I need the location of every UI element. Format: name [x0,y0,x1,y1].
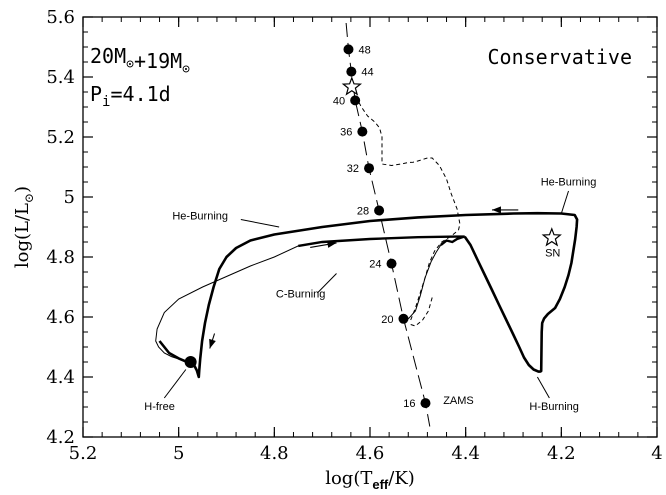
zams-mass-label: 24 [369,259,381,271]
zams-mass-label: 20 [381,314,393,326]
zams-mass-label: 28 [357,206,369,218]
sn-star [541,227,562,247]
x-tick-label: 4.2 [547,443,576,464]
zams-mass-label: 16 [403,398,415,410]
zams-mass-label: 36 [340,127,352,139]
zams-mass-label: 32 [347,163,359,175]
h-free-dot [184,356,197,368]
header-period: Pi=4.1d [90,82,171,110]
zams-point [357,126,368,137]
y-tick-label: 4.8 [46,247,75,268]
y-tick-label: 5 [64,187,75,208]
zams-point [386,258,397,269]
y-tick-label: 4.2 [46,427,75,448]
x-tick-label: 5.2 [69,443,98,464]
annot-sn: SN [545,247,560,259]
zams-point [420,398,431,409]
primary-track [158,211,579,379]
zams-point [350,95,361,106]
top-star [341,76,363,96]
header-masses: 20M⊙+19M⊙ [90,44,190,77]
annot-he-burning-right: He-Burning [541,177,597,189]
annot-he-burning-left: He-Burning [172,211,228,223]
leader-h-free [163,369,187,399]
annot-h-free: H-free [144,401,175,413]
leader-h-burning [536,376,550,399]
leader-he-burning-right [560,190,569,214]
x-tick-label: 4.4 [451,443,480,464]
y-axis-label: log(L/L⊙) [12,186,36,268]
zams-point [374,205,385,216]
c-burning-down-arrow-head [209,338,216,349]
x-tick-label: 5 [173,443,184,464]
he-burning-top-arrow-head [491,206,501,214]
c-burning-segment [298,235,465,248]
leader-he-burning-left [240,219,280,228]
zams-point [346,66,357,77]
y-tick-label: 5.2 [46,127,75,148]
header-mode: Conservative [488,45,633,69]
y-tick-label: 4.4 [46,367,75,388]
zams-mass-label: 44 [361,67,373,79]
annot-c-burning: C-Burning [276,289,326,301]
leader-c-burning [317,273,337,294]
he-burning-mid-arrow-head [327,240,337,248]
mass-transfer-track [353,90,461,321]
zams-mass-label: 40 [333,95,345,107]
x-tick-label: 4.6 [356,443,385,464]
y-tick-label: 5.6 [46,7,75,28]
plot-frame [82,16,658,438]
x-tick-label: 4.8 [260,443,289,464]
zams-point [343,44,354,55]
zams-mass-label: 48 [358,44,370,56]
annot-h-burning: H-Burning [529,401,579,413]
zams-point [398,313,409,324]
zams-point [364,163,375,174]
mass-transfer-track-short [410,297,433,327]
y-tick-label: 4.6 [46,307,75,328]
annot-zams: ZAMS [443,395,474,407]
y-tick-label: 5.4 [46,67,75,88]
x-axis-label: log(Teff/K) [325,468,415,492]
x-tick-label: 4 [651,443,662,464]
